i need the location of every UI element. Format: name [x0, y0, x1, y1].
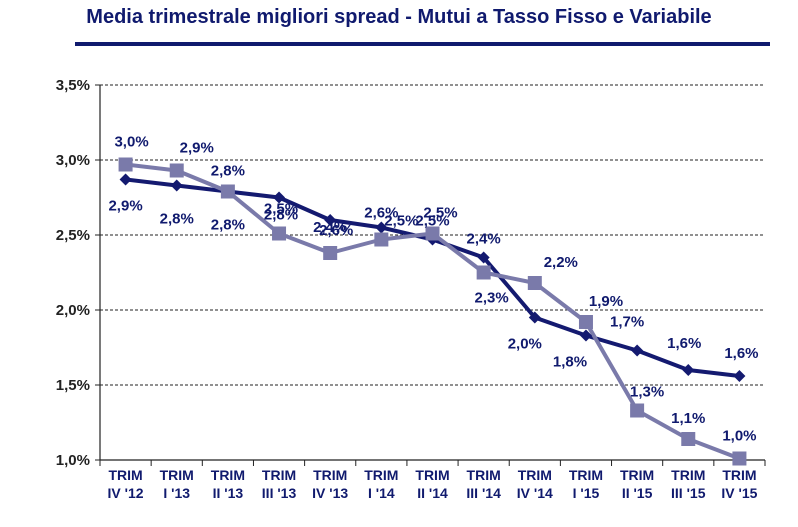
series-2-point	[425, 226, 440, 241]
series-1-point	[324, 214, 337, 226]
x-tick-label-line2: IV '15	[721, 485, 757, 501]
series-1-point	[477, 251, 490, 264]
series-1-data-label: 2,5%	[415, 213, 449, 230]
series-2-point	[323, 246, 338, 260]
series-2-data-label: 2,6%	[319, 222, 353, 239]
x-tick-label-line2: I '13	[163, 485, 190, 501]
series-2-data-label: 2,8%	[264, 207, 298, 224]
series-1-data-label: 1,7%	[610, 314, 644, 331]
series-2-point	[272, 226, 287, 241]
series-1-data-label: 2,5%	[264, 201, 298, 218]
series-1-point	[119, 173, 132, 186]
series-1-point	[170, 179, 183, 192]
x-tick-label-line1: TRIM	[620, 467, 654, 483]
series-2-data-label: 2,3%	[475, 290, 509, 307]
series-1-point	[631, 344, 644, 357]
series-1-data-label: 2,4%	[467, 231, 501, 248]
x-tick-label-line1: TRIM	[415, 467, 449, 483]
x-tick-label-line1: TRIM	[569, 467, 603, 483]
x-tick-label-line2: III '13	[262, 485, 297, 501]
series-2-point	[527, 276, 542, 290]
series-2-point	[118, 157, 133, 172]
series-1-data-label: 2,8%	[211, 217, 245, 234]
series-1-data-label: 1,6%	[724, 345, 758, 362]
x-tick-label-line2: IV '13	[312, 485, 348, 501]
series-2-data-label: 2,5%	[423, 205, 457, 222]
series-2-point	[578, 315, 593, 329]
series-1-data-label: 2,0%	[508, 336, 542, 353]
x-tick-label-line1: TRIM	[722, 467, 756, 483]
chart-title: Media trimestrale migliori spread - Mutu…	[86, 6, 712, 28]
series-2-point	[169, 163, 184, 178]
y-tick-label: 1,0%	[56, 452, 90, 469]
x-tick-label-line2: I '14	[368, 485, 395, 501]
series-1-point	[273, 191, 286, 204]
x-tick-label-line1: TRIM	[518, 467, 552, 483]
x-tick-label-line1: TRIM	[160, 467, 194, 483]
series-2-data-label: 2,9%	[180, 140, 214, 157]
x-tick-label-line2: II '14	[417, 485, 448, 501]
x-tick-label-line1: TRIM	[211, 467, 245, 483]
series-1-data-label: 2,8%	[160, 211, 194, 228]
x-tick-label-line1: TRIM	[108, 467, 142, 483]
series-1-data-label: 2,9%	[108, 198, 142, 215]
y-tick-label: 1,5%	[56, 377, 90, 394]
x-tick-label-line1: TRIM	[364, 467, 398, 483]
series-1-point	[375, 221, 388, 234]
y-tick-label: 2,0%	[56, 302, 90, 319]
x-tick-label-line2: III '14	[466, 485, 501, 501]
series-2-data-label: 2,8%	[211, 163, 245, 180]
series-2-point	[374, 232, 389, 247]
title-rule	[75, 42, 770, 46]
x-tick-label-line2: I '15	[573, 485, 600, 501]
series-2-data-label: 2,5%	[384, 213, 418, 230]
series-1-point	[528, 311, 541, 324]
series-1-data-label: 2,6%	[364, 205, 398, 222]
series-2-data-label: 2,2%	[544, 254, 578, 271]
series-2-point	[732, 451, 747, 466]
y-tick-label: 3,5%	[56, 77, 90, 94]
series-1-point	[682, 364, 695, 376]
series-2-data-label: 1,0%	[722, 428, 756, 445]
x-tick-label-line2: IV '14	[517, 485, 553, 501]
x-tick-label-line2: II '13	[213, 485, 244, 501]
series-2-data-label: 3,0%	[114, 134, 148, 151]
series-1-data-label: 2,4%	[313, 219, 347, 236]
series-2-data-label: 1,1%	[671, 410, 705, 427]
x-tick-label-line2: III '15	[671, 485, 706, 501]
series-2-data-label: 1,9%	[589, 293, 623, 310]
x-tick-label-line1: TRIM	[262, 467, 296, 483]
series-2-point	[220, 184, 235, 199]
series-2-point	[630, 403, 645, 418]
x-tick-label-line2: IV '12	[108, 485, 144, 501]
series-1-data-label: 1,6%	[667, 335, 701, 352]
series-2-data-label: 1,3%	[630, 384, 664, 401]
series-2-point	[476, 265, 491, 280]
y-tick-label: 3,0%	[56, 152, 90, 169]
x-tick-label-line1: TRIM	[313, 467, 347, 483]
series-1-data-label: 1,8%	[553, 354, 587, 371]
y-tick-label: 2,5%	[56, 227, 90, 244]
series-1-point	[579, 329, 592, 342]
series-2-point	[681, 432, 696, 446]
series-1-point	[733, 370, 746, 382]
x-tick-label-line2: II '15	[622, 485, 653, 501]
x-tick-label-line1: TRIM	[671, 467, 705, 483]
x-tick-label-line1: TRIM	[467, 467, 501, 483]
